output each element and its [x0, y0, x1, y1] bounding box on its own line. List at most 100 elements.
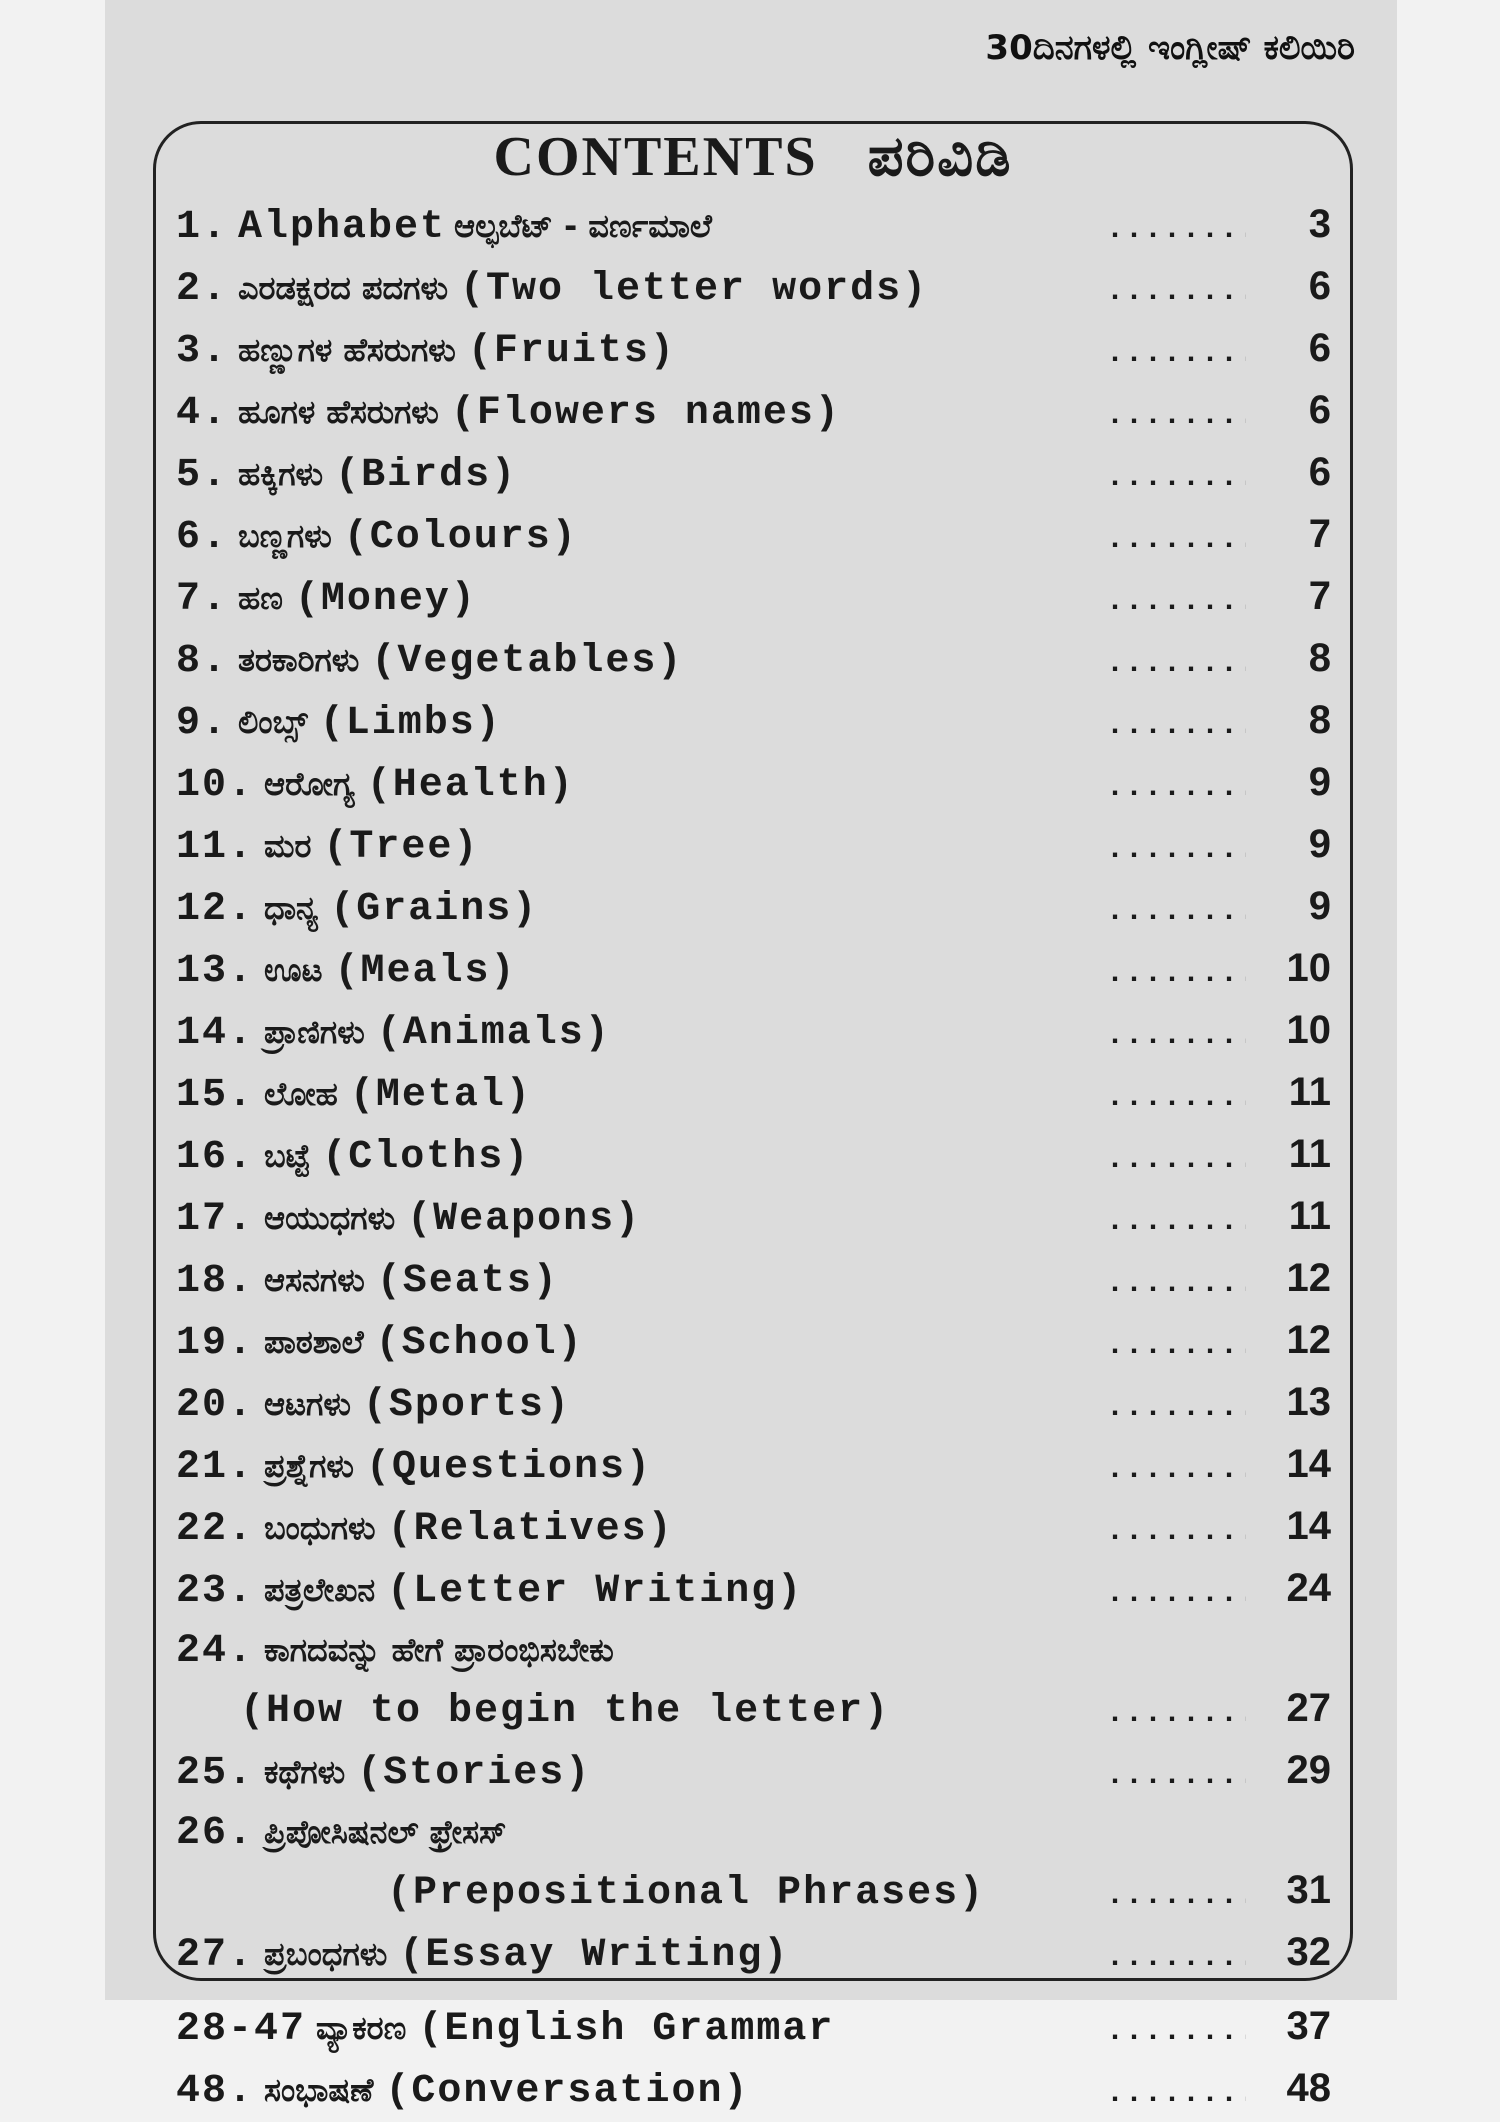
entry-kannada-title: ಹಕ್ಕಿಗಳು — [238, 455, 324, 493]
entry-kannada-title: ಆಯುಧಗಳು — [264, 1199, 396, 1237]
toc-entry: 16.ಬಟ್ಟೆ (Cloths)......... 11 — [176, 1126, 1341, 1188]
entry-number: 7. — [176, 577, 229, 622]
entry-kannada-title: ಹಣ್ಣುಗಳ ಹೆಸರುಗಳು — [238, 331, 456, 369]
page-number: 14 — [1286, 1442, 1332, 1486]
page-number: 6 — [1308, 450, 1331, 494]
entry-title: 25. ಕಥೆಗಳು (Stories) — [176, 1744, 1106, 1802]
toc-entry: 19.ಪಾಠಶಾಲೆ (School)......... 12 — [176, 1312, 1341, 1374]
dot-leader: ......... — [1106, 771, 1246, 805]
toc-entry: 25.ಕಥೆಗಳು (Stories)......... 29 — [176, 1742, 1341, 1804]
entry-title: 3. ಹಣ್ಣುಗಳ ಹೆಸರುಗಳು (Fruits) — [176, 322, 1106, 380]
page-number: 10 — [1286, 946, 1332, 990]
entry-title: 20. ಆಟಗಳು (Sports) — [176, 1376, 1106, 1434]
page-title: CONTENTS ಪರಿವಿಡಿ — [153, 124, 1353, 190]
entry-number: 10. — [176, 763, 255, 808]
entry-english-title: (Tree) — [323, 825, 480, 870]
entry-english-title: Alphabet — [238, 205, 447, 250]
entry-english-title: (Meals) — [334, 949, 517, 994]
dot-leader: ......... — [1106, 709, 1246, 743]
page-number: 11 — [1288, 1070, 1331, 1114]
toc-entry: 28-47ವ್ಯಾಕರಣ (English Grammar......... 37 — [176, 1998, 1341, 2060]
dot-leader: ......... — [1106, 1391, 1246, 1425]
entry-english-title: (Birds) — [335, 453, 518, 498]
dot-leader: ......... — [1106, 895, 1246, 929]
entry-title: 2. ಎರಡಕ್ಷರದ ಪದಗಳು (Two letter words) — [176, 260, 1106, 318]
page-number: 27 — [1286, 1686, 1332, 1730]
entry-number: 2. — [176, 267, 229, 312]
entry-number: 15. — [176, 1073, 255, 1118]
dot-leader: ......... — [1106, 1329, 1246, 1363]
entry-kannada-title: ಊಟ — [264, 951, 323, 989]
entry-title: 4. ಹೂಗಳ ಹೆಸರುಗಳು (Flowers names) — [176, 384, 1106, 442]
entry-number: 9. — [176, 701, 229, 746]
toc-entry: 6.ಬಣ್ಣಗಳು (Colours)......... 7 — [176, 506, 1341, 568]
dot-leader: ......... — [1106, 1081, 1246, 1115]
toc-entry: 22.ಬಂಧುಗಳು (Relatives)......... 14 — [176, 1498, 1341, 1560]
toc-entry-continuation: (Prepositional Phrases)......... 31 — [176, 1862, 1341, 1924]
entry-number: 5. — [176, 453, 229, 498]
toc-entry: 10.ಆರೋಗ್ಯ (Health)......... 9 — [176, 754, 1341, 816]
entry-kannada-title: ಬಣ್ಣಗಳು — [238, 517, 332, 555]
dot-leader: ......... — [1106, 585, 1246, 619]
entry-number: 26. — [176, 1811, 255, 1856]
entry-number: 18. — [176, 1259, 255, 1304]
running-header: 30ದಿನಗಳಲ್ಲಿ ಇಂಗ್ಲೀಷ್ ಕಲಿಯಿರಿ — [985, 28, 1355, 68]
entry-kannada-title: ಆಲ್ಫಬೆಟ್ - ವರ್ಣಮಾಲೆ — [454, 207, 712, 245]
entry-title: 22. ಬಂಧುಗಳು (Relatives) — [176, 1500, 1106, 1558]
dot-leader: ......... — [1106, 957, 1246, 991]
entry-number: 25. — [176, 1751, 255, 1796]
entry-number: 19. — [176, 1321, 255, 1366]
entry-kannada-title: ಪ್ರಿಪೋಸಿಷನಲ್ ಫ್ರೇಸಸ್ — [264, 1813, 507, 1851]
dot-leader: ......... — [1106, 1515, 1246, 1549]
entry-kannada-title: ವ್ಯಾಕರಣ — [316, 2009, 407, 2047]
toc-entry: 24. ಕಾಗದವನ್ನು ಹೇಗೆ ಪ್ರಾರಂಭಿಸಬೇಕು — [176, 1622, 1341, 1680]
dot-leader: ......... — [1106, 1941, 1246, 1975]
dot-leader: ......... — [1106, 1267, 1246, 1301]
toc-entry: 13.ಊಟ (Meals)......... 10 — [176, 940, 1341, 1002]
entry-kannada-title: ಲಿಂಬ್ಸ್ — [238, 703, 308, 741]
page-number: 10 — [1286, 1008, 1332, 1052]
entry-number: 1. — [176, 205, 229, 250]
dot-leader: ......... — [1106, 1453, 1246, 1487]
entry-kannada-title: ಆಟಗಳು — [264, 1385, 351, 1423]
entry-english-title: (Two letter words) — [460, 267, 929, 312]
entry-title: 7. ಹಣ (Money) — [176, 570, 1106, 628]
toc-entry: 7.ಹಣ (Money)......... 7 — [176, 568, 1341, 630]
entry-kannada-title: ಬಟ್ಟೆ — [264, 1137, 311, 1175]
entry-kannada-title: ಆಸನಗಳು — [264, 1261, 365, 1299]
page-number: 7 — [1308, 574, 1331, 618]
page-number: 7 — [1308, 512, 1331, 556]
entry-number: 17. — [176, 1197, 255, 1242]
entry-title: 13. ಊಟ (Meals) — [176, 942, 1106, 1000]
page-number: 8 — [1308, 698, 1331, 742]
entry-number: 22. — [176, 1507, 255, 1552]
entry-english-title: (Seats) — [376, 1259, 559, 1304]
entry-title: 9. ಲಿಂಬ್ಸ್ (Limbs) — [176, 694, 1106, 752]
entry-english-title: (Limbs) — [319, 701, 502, 746]
entry-english-title: (Flowers names) — [450, 391, 841, 436]
entry-title: 1. Alphabet ಆಲ್ಫಬೆಟ್ - ವರ್ಣಮಾಲೆ — [176, 198, 1106, 256]
toc-entry: 27.ಪ್ರಬಂಧಗಳು (Essay Writing)......... 32 — [176, 1924, 1341, 1986]
page-number: 9 — [1308, 822, 1331, 866]
page-number: 6 — [1308, 326, 1331, 370]
entry-number: 28-47 — [176, 2007, 307, 2052]
entry-english-title: (Vegetables) — [371, 639, 684, 684]
entry-kannada-title: ಆರೋಗ್ಯ — [264, 765, 355, 803]
entry-title: 11. ಮರ (Tree) — [176, 818, 1106, 876]
entry-title: 24. ಕಾಗದವನ್ನು ಹೇಗೆ ಪ್ರಾರಂಭಿಸಬೇಕು — [176, 1622, 1106, 1680]
entry-title: 28-47 ವ್ಯಾಕರಣ (English Grammar — [176, 2000, 1106, 2058]
dot-leader: ......... — [1106, 1205, 1246, 1239]
page-number: 31 — [1286, 1868, 1332, 1912]
entry-english-title: (Essay Writing) — [399, 1933, 790, 1978]
dot-leader: ......... — [1106, 1143, 1246, 1177]
dot-leader: ......... — [1106, 1697, 1246, 1731]
toc-entry: 18.ಆಸನಗಳು (Seats)......... 12 — [176, 1250, 1341, 1312]
entry-title-continuation: (Prepositional Phrases) — [176, 1866, 1106, 1922]
entry-kannada-title: ಪಾಠಶಾಲೆ — [264, 1323, 364, 1361]
entry-number: 21. — [176, 1445, 255, 1490]
dot-leader: ......... — [1106, 1577, 1246, 1611]
entry-english-title: (Fruits) — [467, 329, 676, 374]
entry-english-title: (Relatives) — [387, 1507, 674, 1552]
entry-number: 4. — [176, 391, 229, 436]
entry-kannada-title: ಧಾನ್ಯ — [264, 889, 319, 927]
